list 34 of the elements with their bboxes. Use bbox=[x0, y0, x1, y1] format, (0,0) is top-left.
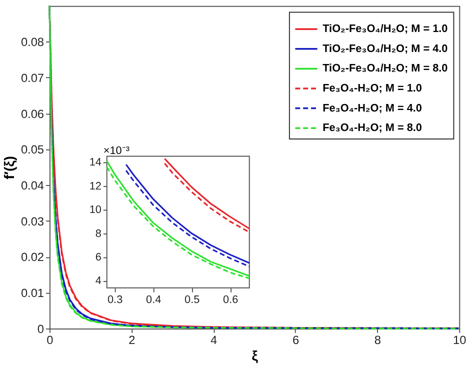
y-tick-label: 0.06 bbox=[20, 106, 44, 121]
legend-label: Fe₃O₄-H₂O; M = 1.0 bbox=[322, 82, 422, 94]
y-tick-label: 0.08 bbox=[20, 35, 44, 50]
x-tick-label: 0.3 bbox=[108, 294, 123, 306]
y-tick-label: 0.02 bbox=[20, 250, 44, 264]
x-tick-label: 0.5 bbox=[184, 294, 200, 306]
x-axis-title: ξ bbox=[252, 348, 259, 364]
y-tick-label: 14 bbox=[89, 156, 102, 169]
y-axis-title: ×10⁻³ bbox=[103, 144, 130, 157]
legend-label: Fe₃O₄-H₂O; M = 4.0 bbox=[322, 102, 422, 114]
x-tick-label: 0.4 bbox=[146, 294, 162, 306]
legend-label: TiO₂-Fe₃O₄/H₂O; M = 8.0 bbox=[322, 62, 448, 75]
y-tick-label: 0.03 bbox=[20, 214, 44, 228]
y-tick-label: 0.01 bbox=[20, 286, 44, 300]
x-tick-label: 6 bbox=[292, 332, 300, 347]
y-tick-label: 0.07 bbox=[20, 71, 44, 86]
x-tick-label: 0 bbox=[46, 332, 54, 347]
y-tick-label: 10 bbox=[89, 204, 102, 216]
y-tick-label: 6 bbox=[95, 252, 102, 264]
y-tick-label: 0.04 bbox=[20, 178, 44, 193]
x-tick-label: 2 bbox=[128, 332, 136, 347]
legend-label: TiO₂-Fe₃O₄/H₂O; M = 4.0 bbox=[322, 42, 448, 55]
x-tick-label: 0.6 bbox=[223, 294, 238, 306]
y-tick-label: 4 bbox=[95, 275, 102, 288]
y-tick-label: 8 bbox=[95, 228, 102, 240]
x-tick-label: 8 bbox=[374, 332, 382, 347]
legend-label: Fe₃O₄-H₂O; M = 8.0 bbox=[322, 122, 422, 134]
y-tick-label: 0.05 bbox=[20, 142, 44, 157]
y-tick-label: 12 bbox=[89, 180, 102, 192]
x-tick-label: 4 bbox=[210, 332, 218, 347]
y-tick-label: 0 bbox=[37, 322, 44, 336]
legend-label: TiO₂-Fe₃O₄/H₂O; M = 1.0 bbox=[322, 23, 448, 36]
y-axis-title: f′(ξ) bbox=[0, 156, 17, 180]
x-tick-label: 10 bbox=[453, 332, 467, 347]
